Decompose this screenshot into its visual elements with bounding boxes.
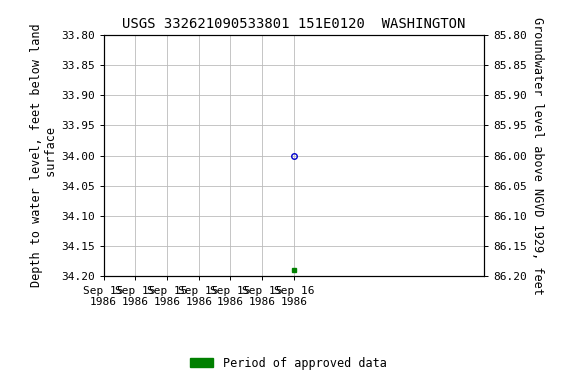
Y-axis label: Groundwater level above NGVD 1929, feet: Groundwater level above NGVD 1929, feet — [531, 17, 544, 295]
Title: USGS 332621090533801 151E0120  WASHINGTON: USGS 332621090533801 151E0120 WASHINGTON — [122, 17, 465, 31]
Legend: Period of approved data: Period of approved data — [185, 352, 391, 374]
Y-axis label: Depth to water level, feet below land
 surface: Depth to water level, feet below land su… — [30, 24, 58, 287]
